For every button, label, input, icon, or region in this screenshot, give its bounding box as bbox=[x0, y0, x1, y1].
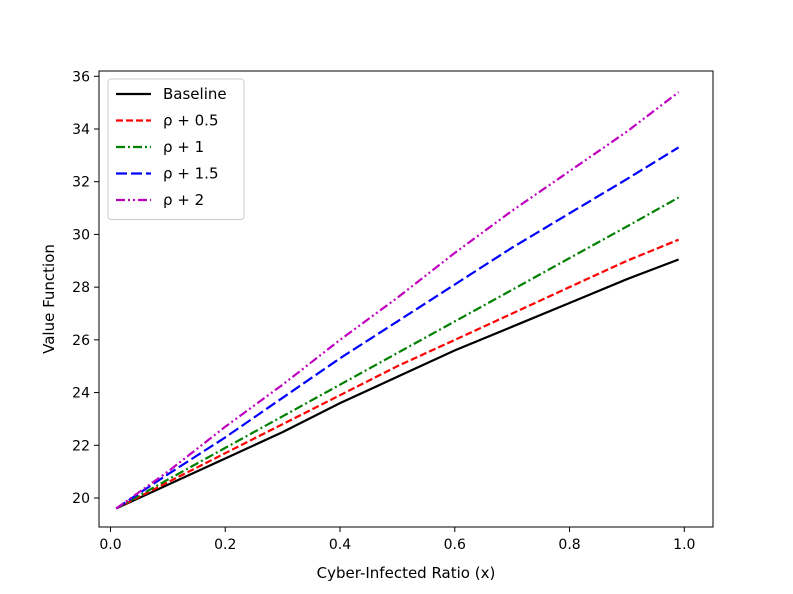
series-line bbox=[115, 238, 680, 510]
x-tick-label: 0.8 bbox=[558, 537, 580, 553]
y-tick-label: 22 bbox=[72, 438, 90, 454]
x-axis-ticks: 0.0 0.2 0.4 0.6 0.8 1.0 bbox=[99, 527, 695, 553]
y-tick-label: 28 bbox=[72, 280, 90, 296]
plot-frame bbox=[98, 70, 714, 528]
x-tick-label: 0.2 bbox=[214, 537, 236, 553]
legend: Baseline ρ + 0.5 ρ + 1 ρ + 1.5 ρ + 2 bbox=[107, 78, 245, 220]
y-tick-label: 30 bbox=[72, 227, 90, 243]
y-axis-ticks: 20 22 24 26 28 30 32 34 36 bbox=[72, 69, 99, 507]
y-tick-label: 24 bbox=[72, 386, 90, 402]
x-tick-label: 1.0 bbox=[673, 537, 695, 553]
y-tick-label: 26 bbox=[72, 333, 90, 349]
legend-entry-label: ρ + 1 bbox=[163, 138, 204, 156]
legend-entry-label: Baseline bbox=[163, 85, 227, 103]
plot-lines bbox=[115, 91, 680, 510]
y-axis-label: Value Function bbox=[40, 244, 58, 354]
legend-entry-label: ρ + 2 bbox=[163, 191, 204, 209]
y-tick-label: 34 bbox=[72, 122, 90, 138]
series-line bbox=[115, 91, 680, 510]
y-tick-label: 32 bbox=[72, 175, 90, 191]
legend-entry-label: ρ + 1.5 bbox=[163, 165, 218, 183]
x-tick-label: 0.0 bbox=[99, 537, 121, 553]
series-line bbox=[115, 196, 680, 510]
legend-box bbox=[107, 78, 245, 220]
x-tick-label: 0.4 bbox=[329, 537, 351, 553]
series-line bbox=[115, 146, 680, 510]
y-tick-label: 36 bbox=[72, 69, 90, 85]
y-tick-label: 20 bbox=[72, 491, 90, 507]
series-line bbox=[115, 258, 679, 510]
legend-entry-label: ρ + 0.5 bbox=[163, 112, 218, 130]
x-axis-label: Cyber-Infected Ratio (x) bbox=[317, 564, 496, 582]
x-tick-label: 0.6 bbox=[444, 537, 466, 553]
